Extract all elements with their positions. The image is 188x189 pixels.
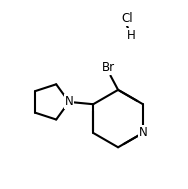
Text: Cl: Cl <box>121 12 133 25</box>
Text: Br: Br <box>102 61 115 74</box>
Text: N: N <box>139 126 147 139</box>
Text: N: N <box>65 95 73 108</box>
Text: H: H <box>127 29 135 42</box>
